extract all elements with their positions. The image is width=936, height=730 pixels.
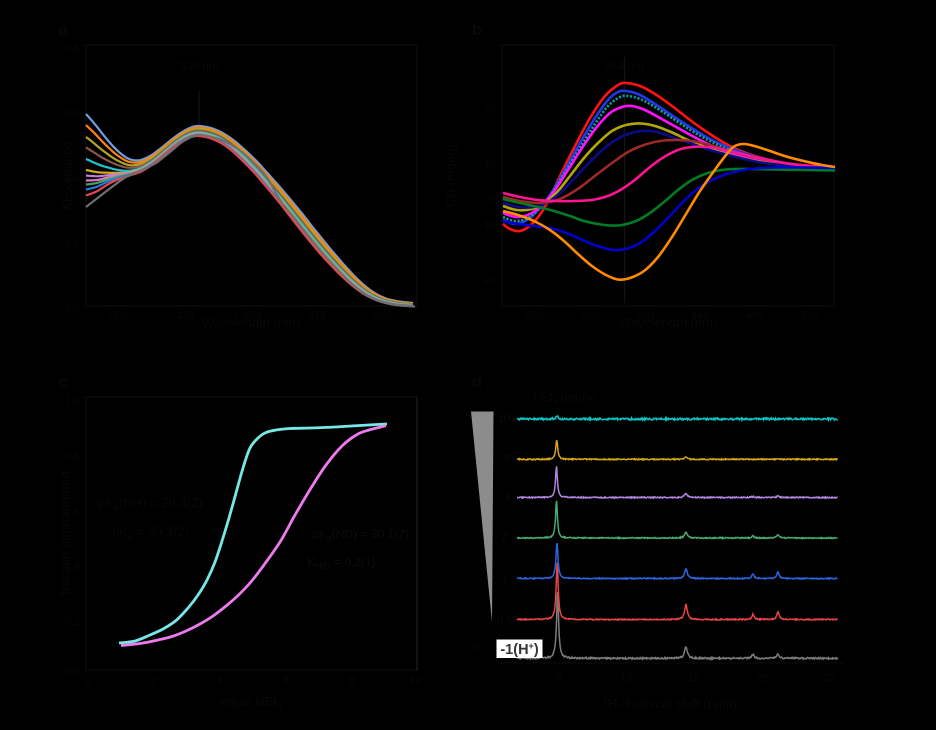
svg-text:equiv NEt3: equiv NEt3 xyxy=(220,694,281,711)
svg-text:0: 0 xyxy=(474,642,480,654)
svg-text:440: 440 xyxy=(691,310,709,322)
svg-text:0.0: 0.0 xyxy=(65,665,80,677)
svg-text:c: c xyxy=(58,372,67,391)
svg-text:-10: -10 xyxy=(480,220,496,232)
svg-text:CD (mdeg): CD (mdeg) xyxy=(443,144,458,208)
svg-text:1: 1 xyxy=(502,573,508,585)
svg-text:400: 400 xyxy=(374,310,392,322)
svg-text:320: 320 xyxy=(526,310,544,322)
svg-text:0.2: 0.2 xyxy=(65,238,80,250)
svg-text:330 nm: 330 nm xyxy=(179,59,219,73)
svg-text:b: b xyxy=(472,20,482,39)
svg-text:300: 300 xyxy=(110,310,128,322)
svg-text:6: 6 xyxy=(283,675,289,687)
svg-text:0.2: 0.2 xyxy=(65,616,80,628)
svg-text:a: a xyxy=(58,20,68,39)
svg-text:325: 325 xyxy=(176,310,194,322)
svg-text:1.0: 1.0 xyxy=(65,396,80,408)
svg-text:0.8: 0.8 xyxy=(65,451,80,463)
svg-text:-5: -5 xyxy=(552,672,562,684)
svg-text:0.6: 0.6 xyxy=(65,108,80,120)
svg-text:400: 400 xyxy=(636,310,654,322)
svg-text:520: 520 xyxy=(801,310,819,322)
svg-text:-1(H+): -1(H+) xyxy=(500,641,538,658)
svg-text:2: 2 xyxy=(502,532,508,544)
svg-text:0.4: 0.4 xyxy=(65,561,80,573)
svg-text:10: 10 xyxy=(484,158,496,170)
svg-text:0.8: 0.8 xyxy=(65,43,80,55)
svg-text:-25: -25 xyxy=(820,672,836,684)
svg-text:480: 480 xyxy=(746,310,764,322)
svg-text:0.5: 0.5 xyxy=(497,614,512,626)
svg-text:1H chemical shift (ppm): 1H chemical shift (ppm) xyxy=(603,696,737,711)
svg-text:10: 10 xyxy=(498,413,510,425)
svg-text:-15: -15 xyxy=(684,672,700,684)
svg-text:5: 5 xyxy=(504,453,510,465)
svg-text:10: 10 xyxy=(409,675,421,687)
svg-text:4: 4 xyxy=(217,675,223,687)
svg-text:0.0: 0.0 xyxy=(65,303,80,315)
svg-text:375: 375 xyxy=(308,310,326,322)
svg-text:350: 350 xyxy=(242,310,260,322)
svg-text:Wavelength (nm): Wavelength (nm) xyxy=(202,315,301,330)
svg-text:d: d xyxy=(472,372,482,391)
svg-text:3: 3 xyxy=(504,491,510,503)
svg-text:0.4: 0.4 xyxy=(65,173,80,185)
svg-text:-10: -10 xyxy=(616,672,632,684)
svg-text:0.6: 0.6 xyxy=(65,506,80,518)
svg-text:0: 0 xyxy=(85,675,91,687)
svg-text:364 nm: 364 nm xyxy=(604,59,644,73)
svg-text:Absorbance: Absorbance xyxy=(60,141,75,210)
svg-text:pKa(NH) = 29.4(2): pKa(NH) = 29.4(2) xyxy=(98,495,202,512)
svg-text:fraction deprotonated: fraction deprotonated xyxy=(58,472,73,595)
svg-text:-20: -20 xyxy=(752,672,768,684)
svg-text:pKa = 30.3(2): pKa = 30.3(2) xyxy=(112,524,189,541)
svg-text:-20: -20 xyxy=(480,275,496,287)
svg-text:0: 0 xyxy=(490,193,496,205)
svg-text:20: 20 xyxy=(484,103,496,115)
svg-text:360: 360 xyxy=(581,310,599,322)
svg-text:NEt3 (equiv): NEt3 (equiv) xyxy=(533,390,597,406)
svg-text:8: 8 xyxy=(349,675,355,687)
svg-text:Wavelength (nm): Wavelength (nm) xyxy=(619,315,718,330)
svg-text:2: 2 xyxy=(151,675,157,687)
svg-text:pKa(ND) = 30.1(2): pKa(ND) = 30.1(2) xyxy=(312,527,409,543)
